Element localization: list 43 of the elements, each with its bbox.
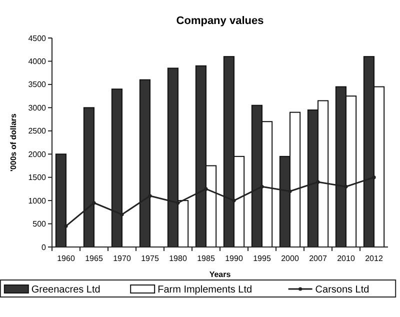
x-tick-label: 2007 bbox=[309, 254, 328, 263]
y-tick-label: 1500 bbox=[28, 173, 47, 182]
point bbox=[148, 194, 152, 198]
x-tick-label: 1960 bbox=[57, 254, 76, 263]
bar bbox=[111, 88, 122, 248]
y-tick-label: 1000 bbox=[28, 196, 47, 206]
x-tick-label: 2010 bbox=[337, 254, 356, 263]
x-axis-title: Years bbox=[209, 270, 232, 279]
y-tick-label: 500 bbox=[32, 220, 47, 229]
point bbox=[288, 189, 292, 194]
x-tick-label: 1965 bbox=[85, 254, 104, 263]
bar bbox=[83, 107, 94, 248]
point bbox=[232, 198, 236, 202]
legend-label: Farm Implements Ltd bbox=[158, 284, 252, 296]
y-tick-label: 4500 bbox=[28, 34, 47, 43]
x-tick-label: 1980 bbox=[169, 254, 188, 263]
point bbox=[64, 224, 68, 228]
y-tick-label: 3500 bbox=[28, 80, 47, 90]
x-tick-label: 1975 bbox=[141, 254, 160, 263]
y-tick-label: 2000 bbox=[28, 150, 47, 159]
point bbox=[120, 212, 124, 216]
x-tick-label: 1970 bbox=[113, 254, 132, 263]
y-tick-label: 2500 bbox=[28, 126, 47, 136]
legend-label: Greenacres Ltd bbox=[31, 284, 100, 296]
x-tick-label: 2000 bbox=[281, 254, 300, 263]
point bbox=[176, 201, 180, 205]
y-tick-label: 0 bbox=[42, 242, 47, 252]
chart-title: Company values bbox=[176, 15, 264, 27]
y-tick-label: 3000 bbox=[28, 103, 47, 112]
bar bbox=[139, 79, 150, 248]
point bbox=[92, 201, 96, 205]
point bbox=[204, 187, 208, 191]
x-tick-label: 2012 bbox=[365, 254, 384, 263]
y-tick-label: 4000 bbox=[28, 57, 47, 66]
point bbox=[316, 180, 320, 184]
x-tick-label: 1990 bbox=[225, 254, 244, 263]
bar bbox=[55, 154, 66, 248]
x-tick-label: 1995 bbox=[253, 254, 272, 263]
point bbox=[260, 184, 264, 188]
point bbox=[344, 184, 348, 188]
x-tick-label: 1985 bbox=[197, 254, 216, 263]
legend-label: Carsons Ltd bbox=[315, 284, 370, 296]
y-axis-title: '000s of dollars bbox=[9, 112, 18, 172]
